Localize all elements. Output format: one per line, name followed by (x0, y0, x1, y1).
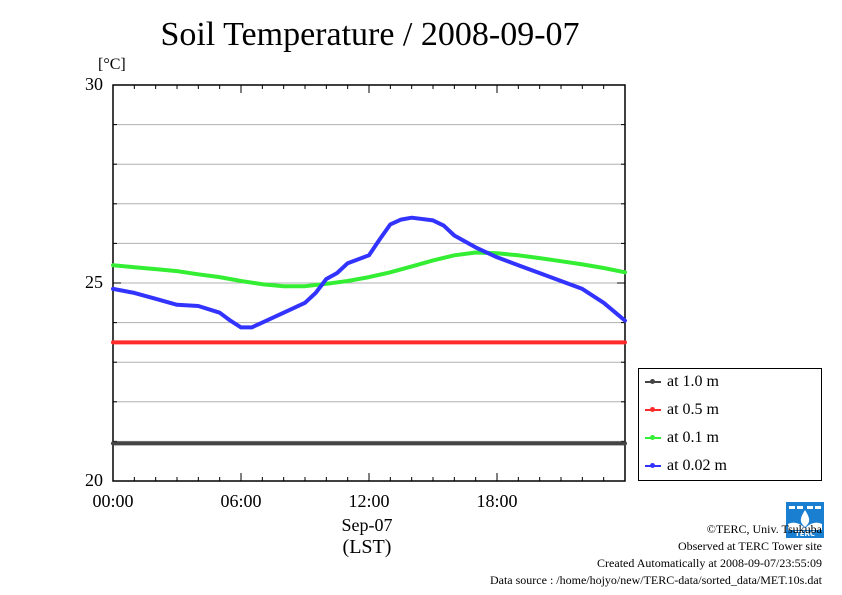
x-axis-date-label: Sep-07 (341, 515, 393, 535)
x-tick-label: 12:00 (348, 491, 390, 511)
footer-source: Data source : /home/hojyo/new/TERC-data/… (489, 573, 822, 587)
x-axis-timezone-label: (LST) (342, 536, 392, 558)
y-tick-label: 25 (85, 272, 103, 292)
x-tick-label: 00:00 (92, 491, 134, 511)
series-line (111, 250, 627, 289)
legend-item: at 0.5 m (639, 398, 823, 422)
series-lines (111, 215, 627, 446)
grid-lines (113, 124, 625, 442)
y-axis-unit-label: [°C] (98, 56, 126, 73)
legend-item: at 0.02 m (639, 454, 823, 478)
legend: at 1.0 m at 0.5 m at 0.1 m at 0.02 m (638, 368, 822, 481)
legend-swatch (645, 407, 661, 412)
y-tick-label: 20 (85, 470, 103, 490)
footer-copyright: ©TERC, Univ. Tsukuba (706, 522, 822, 536)
legend-label: at 1.0 m (667, 373, 719, 390)
chart-title: Soil Temperature / 2008-09-07 (160, 16, 580, 53)
terc-logo: TERC (786, 502, 824, 538)
legend-item: at 1.0 m (639, 370, 823, 394)
legend-label: at 0.1 m (667, 429, 719, 446)
logo-text: TERC (795, 530, 815, 538)
legend-swatch (645, 463, 661, 468)
x-tick-label: 18:00 (476, 491, 518, 511)
legend-swatch (645, 435, 661, 440)
footer-created: Created Automatically at 2008-09-07/23:5… (597, 556, 822, 570)
legend-swatch (645, 379, 661, 384)
legend-label: at 0.5 m (667, 401, 719, 418)
legend-label: at 0.02 m (667, 457, 727, 474)
series-line (111, 215, 627, 330)
y-tick-label: 30 (85, 74, 103, 94)
footer-site: Observed at TERC Tower site (677, 539, 822, 553)
x-tick-label: 06:00 (220, 491, 262, 511)
legend-item: at 0.1 m (639, 426, 823, 450)
